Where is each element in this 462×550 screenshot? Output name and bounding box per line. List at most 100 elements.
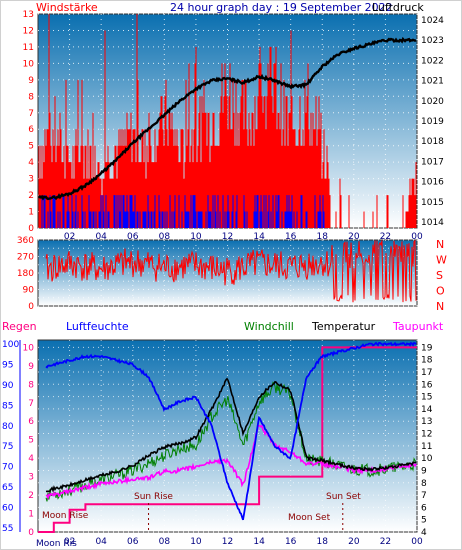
temperature-tick-label: 7 — [421, 491, 427, 501]
x-tick-label: 04 — [95, 537, 107, 547]
legend-regen: Regen — [2, 320, 37, 333]
temperature-tick-label: 14 — [421, 405, 433, 415]
compass-label: S — [436, 269, 443, 282]
x-tick-label: 22 — [380, 537, 391, 547]
temperature-tick-label: 13 — [421, 417, 432, 427]
compass-label: N — [436, 238, 444, 251]
wind-tick-label: 1 — [28, 208, 34, 218]
wind-direction-trace — [45, 239, 417, 303]
humidity-line — [45, 341, 417, 521]
direction-tick-label: 360 — [17, 236, 34, 246]
dewpoint-line — [45, 424, 417, 501]
x-tick-label: 08 — [159, 537, 171, 547]
temperature-line — [45, 377, 417, 493]
panel1-x-ticks: 02 04 06 08 10 12 14 16 18 20 22 00 — [64, 232, 423, 242]
wind-tick-label: 10 — [23, 59, 35, 69]
x-tick-label: 12 — [222, 232, 233, 242]
moon-rise-label: Moon Rise — [42, 511, 89, 521]
humidity-tick-label: 85 — [2, 401, 13, 411]
pressure-tick-label: 1016 — [421, 178, 444, 188]
direction-tick-label: 90 — [23, 286, 35, 296]
temperature-tick-label: 4 — [421, 528, 427, 538]
wind-tick-label: 2 — [28, 191, 34, 201]
pressure-tick-label: 1018 — [421, 137, 444, 147]
legend-windchill: Windchill — [244, 320, 294, 333]
rain-tick-label: 0 — [28, 528, 34, 538]
rain-tick-label: 2 — [28, 491, 34, 501]
humidity-tick-label: 90 — [2, 381, 14, 391]
rain-y-ticks: 0 1 2 3 4 5 6 7 8 9 10 — [23, 343, 35, 538]
climate-grid — [19, 340, 418, 533]
windchill-line — [45, 381, 417, 502]
temperature-tick-label: 8 — [421, 479, 427, 489]
rain-tick-label: 5 — [28, 436, 34, 446]
wind-tick-label: 0 — [28, 224, 34, 234]
x-tick-label: 20 — [348, 232, 360, 242]
pressure-tick-label: 1019 — [421, 117, 444, 127]
humidity-tick-label: 55 — [2, 524, 13, 534]
legend-luftfeuchte: Luftfeuchte — [66, 320, 129, 333]
compass-label: N — [436, 300, 444, 313]
x-tick-label: 02 — [64, 537, 75, 547]
temperature-tick-label: 17 — [421, 368, 432, 378]
x-tick-label: 22 — [380, 232, 391, 242]
moon-rise-bottom-label: Moon Ris — [36, 539, 77, 549]
pressure-line — [38, 36, 417, 201]
temperature-tick-label: 12 — [421, 430, 432, 440]
rain-line — [38, 346, 417, 533]
direction-tick-label: 270 — [17, 253, 34, 263]
humidity-y-ticks: 55 60 65 70 75 80 85 90 95 100 — [2, 340, 19, 534]
wind-tick-label: 11 — [23, 43, 34, 53]
temperature-tick-label: 6 — [421, 503, 427, 513]
x-tick-label: 06 — [127, 537, 139, 547]
wind-tick-label: 4 — [28, 158, 34, 168]
rain-tick-label: 7 — [28, 399, 34, 409]
rain-tick-label: 9 — [28, 362, 34, 372]
x-tick-label: 18 — [317, 537, 329, 547]
astro-annotations: Moon Rise Sun Rise Moon Set Sun Set Moon Ris — [36, 492, 361, 549]
sun-rise-label: Sun Rise — [134, 492, 173, 502]
x-tick-label: 04 — [95, 232, 107, 242]
temperature-tick-label: 5 — [421, 516, 427, 526]
wind-tick-label: 8 — [28, 92, 34, 102]
wind-tick-label: 6 — [28, 125, 34, 135]
humidity-tick-label: 65 — [2, 483, 13, 493]
legend-taupunkt: Taupunkt — [392, 320, 444, 333]
wind-tick-label: 7 — [28, 109, 34, 119]
wind-direction-plot-area — [37, 239, 418, 307]
humidity-tick-label: 95 — [2, 361, 13, 371]
temperature-y-ticks: 4 5 6 7 8 9 10 11 12 13 14 15 16 17 18 19 — [421, 343, 433, 538]
compass-label: W — [436, 254, 447, 267]
rain-layer — [38, 346, 417, 533]
pressure-tick-label: 1020 — [421, 97, 444, 107]
x-tick-label: 08 — [159, 232, 171, 242]
temperature-tick-label: 18 — [421, 356, 433, 366]
humidity-tick-label: 80 — [2, 422, 14, 432]
x-tick-label: 10 — [190, 537, 202, 547]
x-tick-label: 06 — [127, 232, 139, 242]
humidity-tick-label: 70 — [2, 463, 14, 473]
pressure-tick-label: 1022 — [421, 56, 444, 66]
wind-tick-label: 3 — [28, 175, 34, 185]
x-tick-label: 00 — [411, 232, 423, 242]
x-tick-label: 14 — [253, 537, 265, 547]
pressure-tick-label: 1017 — [421, 157, 444, 167]
x-tick-label: 16 — [285, 232, 297, 242]
pressure-tick-label: 1024 — [421, 16, 444, 26]
x-tick-label: 10 — [190, 232, 202, 242]
direction-tick-label: 180 — [17, 269, 34, 279]
pressure-y-ticks: 1014 1015 1016 1017 1018 1019 1020 1021 1022 1023… — [421, 16, 444, 228]
x-tick-label: 00 — [411, 537, 423, 547]
wind-tick-label: 12 — [23, 26, 34, 36]
rain-tick-label: 4 — [28, 454, 34, 464]
rain-tick-label: 3 — [28, 473, 34, 483]
rain-tick-label: 1 — [28, 510, 34, 520]
pressure-tick-label: 1023 — [421, 36, 444, 46]
temperature-tick-label: 16 — [421, 380, 433, 390]
temperature-tick-label: 11 — [421, 442, 432, 452]
pressure-line-layer — [38, 36, 417, 201]
rain-tick-label: 8 — [28, 380, 34, 390]
wind-tick-label: 13 — [23, 10, 34, 20]
temperature-tick-label: 15 — [421, 393, 432, 403]
wind-axis-title: Windstärke — [36, 1, 98, 14]
